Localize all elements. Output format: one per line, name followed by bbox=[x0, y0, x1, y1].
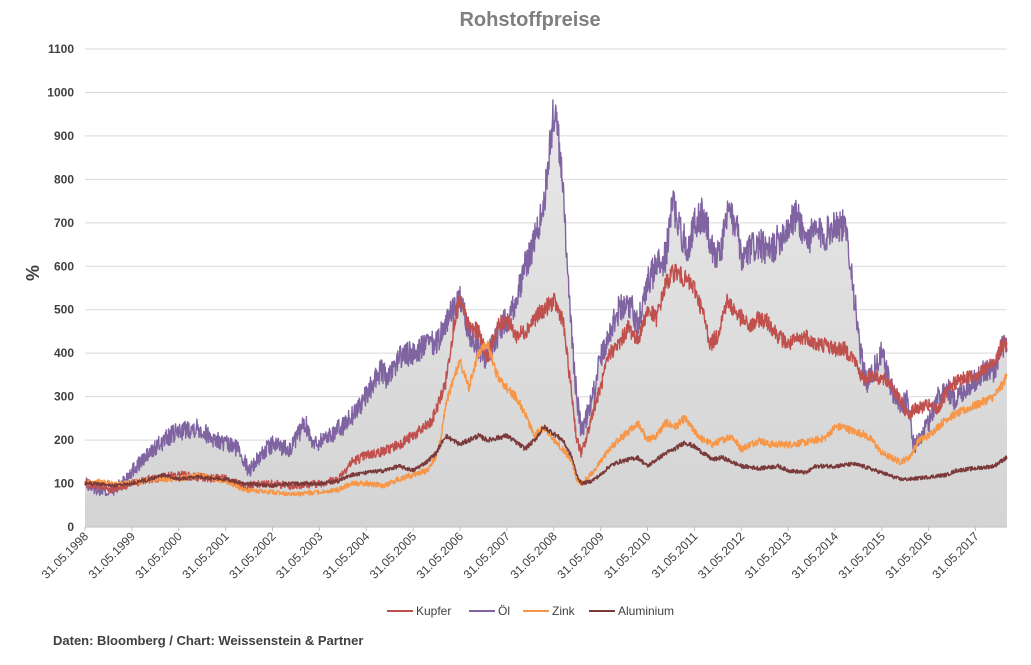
y-tick-label: 100 bbox=[54, 477, 74, 491]
legend: Kupfer Öl Zink Aluminium bbox=[387, 604, 674, 618]
legend-label: Kupfer bbox=[416, 604, 451, 618]
chart-title: Rohstoffpreise bbox=[459, 9, 600, 31]
source-note: Daten: Bloomberg / Chart: Weissenstein &… bbox=[53, 633, 364, 648]
legend-label: Zink bbox=[552, 604, 576, 618]
x-tick-label: 31.05.2011 bbox=[649, 529, 701, 581]
x-tick-label: 31.05.2010 bbox=[601, 529, 654, 582]
x-tick-label: 31.05.2012 bbox=[695, 529, 748, 582]
y-tick-labels: 0 100 200 300 400 500 600 700 800 900 1000 1100 bbox=[47, 42, 74, 534]
y-tick-label: 1100 bbox=[48, 42, 74, 56]
x-tick-label: 31.05.2001 bbox=[179, 529, 232, 582]
x-tick-label: 31.05.1999 bbox=[86, 529, 139, 582]
y-axis-label: % bbox=[22, 265, 42, 281]
y-tick-label: 1000 bbox=[47, 85, 74, 99]
x-tick-label: 31.05.2008 bbox=[507, 529, 560, 582]
y-tick-label: 500 bbox=[54, 303, 74, 317]
x-tick-label: 31.05.2005 bbox=[367, 529, 420, 582]
y-tick-label: 0 bbox=[67, 520, 74, 534]
x-tick-label: 31.05.2013 bbox=[742, 529, 795, 582]
y-tick-label: 900 bbox=[54, 129, 74, 143]
x-tick-label: 31.05.2006 bbox=[414, 529, 467, 582]
legend-label: Öl bbox=[498, 604, 510, 618]
x-tick-label: 31.05.2016 bbox=[882, 529, 935, 582]
y-tick-label: 400 bbox=[54, 346, 74, 360]
x-tick-label: 31.05.2003 bbox=[273, 529, 326, 582]
x-tick-label: 31.05.2015 bbox=[836, 529, 889, 582]
x-tick-label: 31.05.2017 bbox=[929, 529, 982, 582]
y-tick-label: 200 bbox=[54, 433, 74, 447]
y-tick-label: 800 bbox=[54, 172, 74, 186]
x-tick-label: 31.05.2009 bbox=[554, 529, 607, 582]
y-tick-label: 600 bbox=[54, 259, 74, 273]
y-tick-label: 300 bbox=[54, 390, 74, 404]
x-tick-label: 31.05.2002 bbox=[226, 529, 279, 582]
x-tick-label: 31.05.2000 bbox=[132, 529, 185, 582]
x-tick-labels: 31.05.199831.05.199931.05.200031.05.2001… bbox=[39, 527, 982, 582]
series-line-aluminium bbox=[84, 424, 1008, 488]
series-lines bbox=[84, 99, 1008, 497]
y-tick-label: 700 bbox=[54, 216, 74, 230]
x-tick-label: 31.05.2014 bbox=[789, 529, 842, 582]
legend-label: Aluminium bbox=[618, 604, 674, 618]
series-line-oel bbox=[84, 99, 1008, 497]
x-tick-label: 31.05.1998 bbox=[39, 529, 92, 582]
x-tick-label: 31.05.2007 bbox=[461, 529, 514, 582]
x-tick-label: 31.05.2004 bbox=[320, 529, 373, 582]
